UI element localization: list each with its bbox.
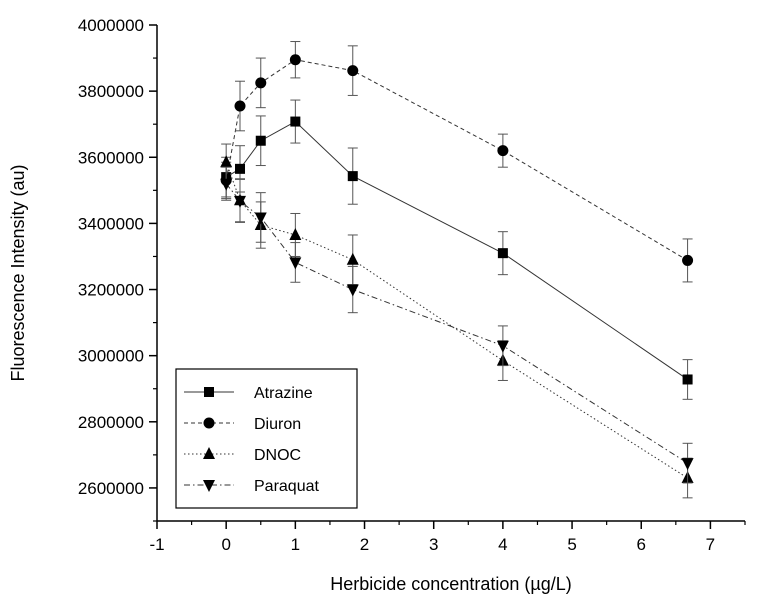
legend-label: DNOC: [254, 447, 301, 464]
data-point: [254, 212, 267, 225]
y-tick-label: 3600000: [78, 148, 144, 167]
data-point: [497, 248, 508, 259]
plot-frame: [156, 25, 745, 522]
x-tick-label: 5: [567, 535, 576, 554]
legend: Atrazine Diuron DNOC Paraquat: [175, 368, 358, 509]
x-tick-label: -1: [149, 535, 164, 554]
series-layer: [220, 41, 694, 499]
legend-label: Atrazine: [254, 385, 313, 402]
y-tick-label: 3400000: [78, 214, 144, 233]
data-point: [496, 340, 509, 353]
series-paraquat: [220, 166, 694, 484]
y-tick-label: 3800000: [78, 82, 144, 101]
data-point: [497, 145, 509, 157]
data-point: [234, 100, 246, 112]
y-axis-title: Fluorescence Intensity (au): [8, 164, 28, 381]
data-point: [234, 195, 247, 208]
x-tick-label: 2: [360, 535, 369, 554]
x-tick-label: 3: [429, 535, 438, 554]
legend-label: Diuron: [254, 416, 301, 433]
x-axis: -1 0 1 2 3 4 5 6 7: [149, 521, 746, 554]
data-point: [289, 257, 302, 270]
data-point: [347, 171, 358, 182]
data-point: [346, 252, 359, 265]
legend-item-paraquat: Paraquat: [184, 478, 319, 495]
series-diuron: [220, 41, 694, 283]
data-point: [220, 155, 233, 168]
data-point: [682, 254, 694, 266]
y-tick-label: 2800000: [78, 413, 144, 432]
legend-item-dnoc: DNOC: [184, 447, 301, 464]
x-tick-label: 0: [221, 535, 230, 554]
data-point: [220, 178, 233, 191]
legend-marker: [203, 480, 215, 492]
data-point: [289, 54, 301, 66]
legend-marker: [203, 417, 215, 429]
y-tick-label: 3000000: [78, 347, 144, 366]
legend-marker: [203, 447, 215, 459]
x-tick-label: 4: [498, 535, 507, 554]
legend-item-diuron: Diuron: [184, 416, 301, 433]
data-point: [235, 163, 246, 174]
y-tick-label: 3200000: [78, 281, 144, 300]
legend-item-atrazine: Atrazine: [184, 385, 313, 402]
data-point: [347, 65, 359, 77]
x-axis-title: Herbicide concentration (µg/L): [330, 574, 572, 594]
data-point: [255, 135, 266, 146]
series-atrazine: [221, 99, 693, 400]
data-point: [682, 374, 693, 385]
data-point: [255, 77, 267, 89]
y-tick-label: 4000000: [78, 16, 144, 35]
y-axis: 2600000 2800000 3000000 3200000 3400000 36000…: [78, 16, 157, 522]
data-point: [681, 458, 694, 471]
data-point: [289, 227, 302, 240]
legend-label: Paraquat: [254, 478, 319, 495]
data-point: [290, 116, 301, 127]
data-point: [346, 284, 359, 297]
x-tick-label: 6: [637, 535, 646, 554]
x-tick-label: 7: [706, 535, 715, 554]
y-tick-label: 2600000: [78, 479, 144, 498]
legend-marker: [204, 387, 214, 397]
x-tick-label: 1: [291, 535, 300, 554]
